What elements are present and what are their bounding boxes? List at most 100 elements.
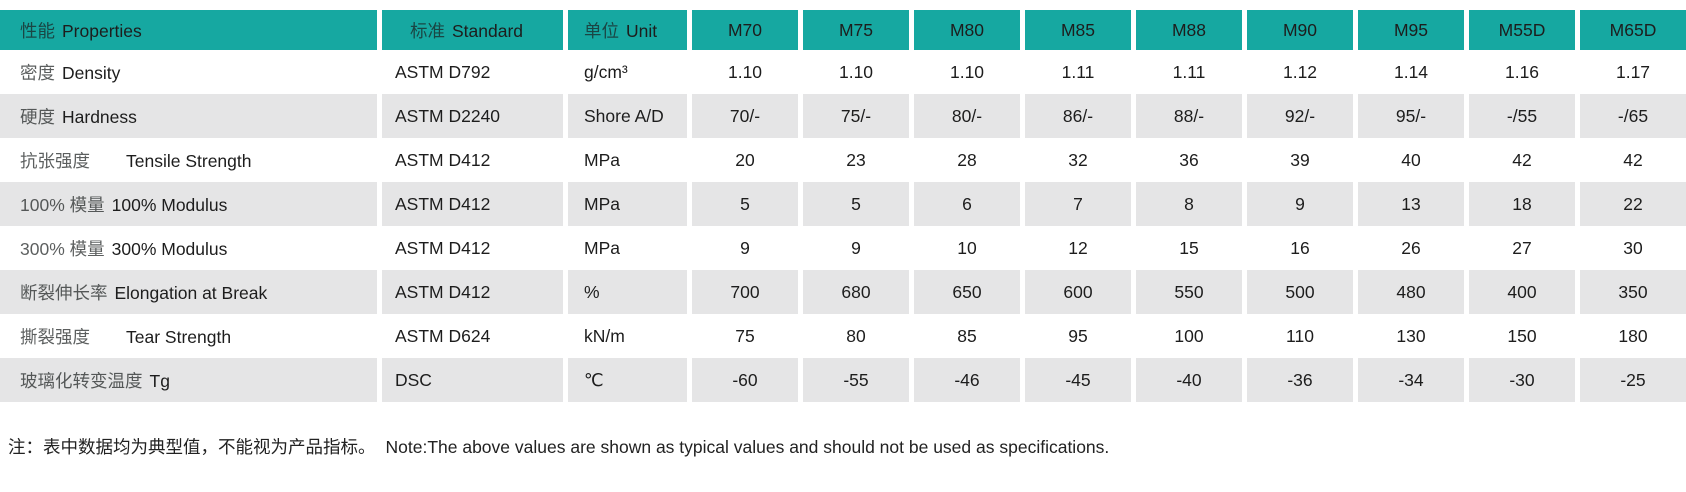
header-cell-properties: 性能 Properties [0,10,377,50]
value-cell: 100 [1131,314,1242,358]
value-cell: -34 [1353,358,1464,402]
value-cell: 75 [687,314,798,358]
value-cell: 8 [1131,182,1242,226]
value-cell: 30 [1575,226,1686,270]
header-cell-standard: 标准 Standard [377,10,563,50]
value-cell: 28 [909,138,1020,182]
value-cell: 350 [1575,270,1686,314]
value-cell: 13 [1353,182,1464,226]
value-cell: 680 [798,270,909,314]
standard-cell: ASTM D2240 [377,94,563,138]
value-cell: -45 [1020,358,1131,402]
header-standard-en: Standard [452,20,524,41]
table-row: 撕裂强度 Tear Strength ASTM D624 kN/m 75 80 85 95 10… [0,314,1686,358]
value-cell: -40 [1131,358,1242,402]
header-unit-cn: 单位 [584,20,619,41]
value-cell: 88/- [1131,94,1242,138]
value-cell: 400 [1464,270,1575,314]
value-cell: 15 [1131,226,1242,270]
value-cell: 75/- [798,94,909,138]
header-cell-grade: M55D [1464,10,1575,50]
header-properties-en: Properties [62,20,142,41]
value-cell: -25 [1575,358,1686,402]
property-name-en: Elongation at Break [114,282,268,303]
value-cell: 5 [687,182,798,226]
header-cell-grade: M75 [798,10,909,50]
unit-cell: MPa [563,226,687,270]
value-cell: 130 [1353,314,1464,358]
property-cell: 断裂伸长率 Elongation at Break [0,270,377,314]
value-cell: 85 [909,314,1020,358]
value-cell: 650 [909,270,1020,314]
property-name-cn: 硬度 [20,106,55,127]
value-cell: 1.16 [1464,50,1575,94]
property-name-en: 300% Modulus [111,238,228,259]
header-cell-grade: M80 [909,10,1020,50]
value-cell: 42 [1575,138,1686,182]
table-row: 断裂伸长率 Elongation at Break ASTM D412% 700 680… [0,270,1686,314]
property-name-en: Tear Strength [126,326,232,347]
value-cell: 180 [1575,314,1686,358]
value-cell: 20 [687,138,798,182]
footnote: 注：表中数据均为典型值，不能视为产品指标。 Note:The above valu… [8,434,1686,459]
property-cell: 抗张强度 Tensile Strength [0,138,377,182]
value-cell: -/55 [1464,94,1575,138]
value-cell: 7 [1020,182,1131,226]
header-cell-grade: M88 [1131,10,1242,50]
value-cell: 39 [1242,138,1353,182]
value-cell: 5 [798,182,909,226]
value-cell: 16 [1242,226,1353,270]
value-cell: 80/- [909,94,1020,138]
table-row: 抗张强度 Tensile Strength ASTM D412 MPa 20 23 28 32… [0,138,1686,182]
value-cell: 1.10 [687,50,798,94]
value-cell: 80 [798,314,909,358]
unit-cell: Shore A/D [563,94,687,138]
value-cell: 10 [909,226,1020,270]
value-cell: 9 [1242,182,1353,226]
property-cell: 硬度 Hardness [0,94,377,138]
value-cell: 1.12 [1242,50,1353,94]
unit-cell: MPa [563,182,687,226]
value-cell: 1.10 [798,50,909,94]
property-name-en: Density [62,62,121,83]
header-cell-grade: M65D [1575,10,1686,50]
table-row: 硬度 Hardness ASTM D2240 Shore A/D 70/- 75/- 80/… [0,94,1686,138]
property-name-cn: 断裂伸长率 [20,282,108,303]
value-cell: 32 [1020,138,1131,182]
footnote-en: Note:The above values are shown as typic… [385,437,1110,457]
footnote-cn: 注：表中数据均为典型值，不能视为产品指标。 [8,437,376,457]
datasheet-page: 性能 Properties 标准 Standard 单位 Unit M70 M75 M80… [0,10,1686,459]
value-cell: 700 [687,270,798,314]
standard-cell: ASTM D624 [377,314,563,358]
property-name-cn: 抗张强度 [20,150,90,171]
unit-cell: % [563,270,687,314]
property-name-cn: 300% 模量 [20,238,105,259]
value-cell: 95 [1020,314,1131,358]
standard-cell: ASTM D792 [377,50,563,94]
value-cell: 9 [687,226,798,270]
property-name-cn: 密度 [20,62,55,83]
properties-table: 性能 Properties 标准 Standard 单位 Unit M70 M75 M80… [0,10,1686,402]
value-cell: 27 [1464,226,1575,270]
value-cell: 42 [1464,138,1575,182]
value-cell: 1.17 [1575,50,1686,94]
value-cell: 6 [909,182,1020,226]
property-cell: 100% 模量 100% Modulus [0,182,377,226]
header-unit-en: Unit [626,20,658,41]
standard-cell: ASTM D412 [377,138,563,182]
value-cell: 22 [1575,182,1686,226]
value-cell: 12 [1020,226,1131,270]
value-cell: 36 [1131,138,1242,182]
unit-cell: ℃ [563,358,687,402]
standard-cell: ASTM D412 [377,226,563,270]
value-cell: -55 [798,358,909,402]
value-cell: -46 [909,358,1020,402]
property-cell: 玻璃化转变温度 Tg [0,358,377,402]
property-name-cn: 玻璃化转变温度 [20,370,143,391]
standard-cell: ASTM D412 [377,270,563,314]
header-cell-unit: 单位 Unit [563,10,687,50]
value-cell: 150 [1464,314,1575,358]
property-name-en: Hardness [62,106,137,127]
value-cell: -60 [687,358,798,402]
value-cell: 1.11 [1020,50,1131,94]
